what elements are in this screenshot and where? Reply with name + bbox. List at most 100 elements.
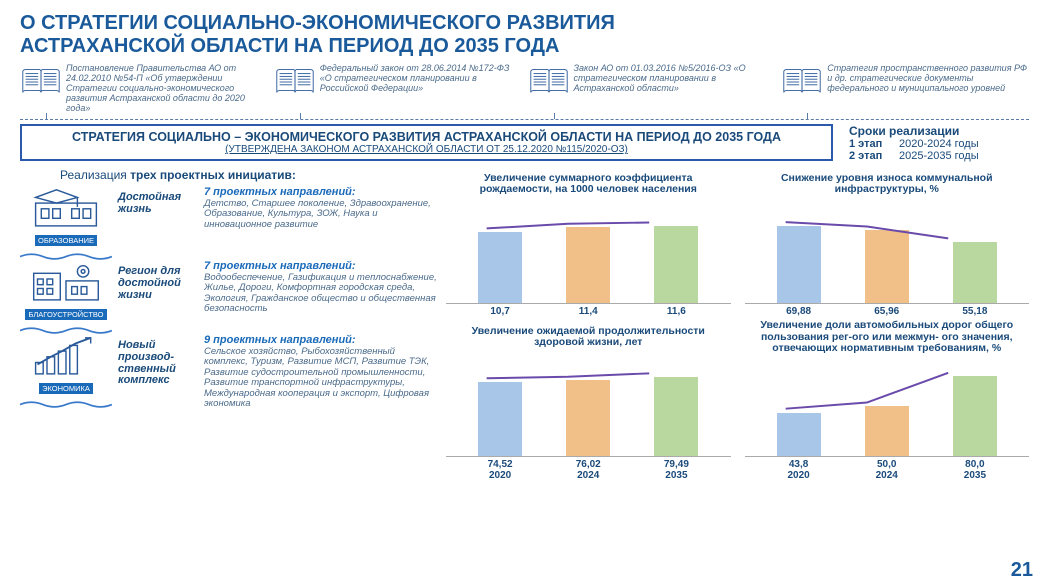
value-label: 11,6 <box>646 306 706 317</box>
initiative-tag: ОБРАЗОВАНИЕ <box>35 235 97 246</box>
chart-title: Снижение уровня износа коммунальной инфр… <box>745 166 1030 202</box>
bar-group <box>857 406 917 456</box>
bar <box>566 380 610 456</box>
charts-grid: Увеличение суммарного коэффициента рожда… <box>446 166 1029 481</box>
book-icon <box>781 64 823 100</box>
bar-group <box>558 380 618 456</box>
bar <box>654 377 698 456</box>
bar <box>777 226 821 304</box>
initiative-tag: БЛАГОУСТРОЙСТВО <box>25 309 106 320</box>
bar-group <box>470 382 530 457</box>
page-title: О СТРАТЕГИИ СОЦИАЛЬНО-ЭКОНОМИЧЕСКОГО РАЗ… <box>20 12 1029 58</box>
bar <box>654 226 698 303</box>
wave-decoration <box>20 248 112 254</box>
book-icon <box>274 64 316 100</box>
value-labels-row: 10,7 11,4 11,6 <box>446 304 731 317</box>
stage-row-1: 2 этап2025-2035 годы <box>849 150 1029 162</box>
initiative-name: Регион для достойной жизни <box>118 260 198 328</box>
doc-text: Закон АО от 01.03.2016 №5/2016-ОЗ «О стр… <box>574 64 776 94</box>
wave-decoration <box>20 396 112 402</box>
initiative-name: Новый производ-ственный комплекс <box>118 334 198 409</box>
initiative-icon <box>28 260 104 304</box>
x-label: 2020 <box>470 470 530 481</box>
value-label: 74,52 <box>470 459 530 470</box>
bar <box>478 232 522 303</box>
value-label: 76,02 <box>558 459 618 470</box>
value-label: 65,96 <box>857 306 917 317</box>
doc-text: Стратегия пространственного развития РФ … <box>827 64 1029 94</box>
wave-decoration <box>20 322 112 328</box>
strategy-banner: СТРАТЕГИЯ СОЦИАЛЬНО – ЭКОНОМИЧЕСКОГО РАЗ… <box>20 124 833 161</box>
initiative-1: БЛАГОУСТРОЙСТВО Регион для достойной жиз… <box>20 260 440 328</box>
bar <box>865 230 909 303</box>
chart-3: Увеличение доли автомобильных дорог обще… <box>745 319 1030 481</box>
value-labels-row: 43,8 50,0 80,0 <box>745 457 1030 470</box>
doc-item-1: Федеральный закон от 28.06.2014 №172-ФЗ … <box>274 64 522 113</box>
value-label: 55,18 <box>945 306 1005 317</box>
x-label: 2035 <box>945 470 1005 481</box>
x-label: 2024 <box>857 470 917 481</box>
value-label: 80,0 <box>945 459 1005 470</box>
page-number: 21 <box>1011 559 1033 582</box>
bar-group <box>558 227 618 303</box>
initiative-desc: 7 проектных направлений:Водообеспечение,… <box>204 260 440 328</box>
chart-title: Увеличение суммарного коэффициента рожда… <box>446 166 731 202</box>
bar-group <box>646 377 706 456</box>
initiative-tag: ЭКОНОМИКА <box>39 383 93 394</box>
initiative-0: ОБРАЗОВАНИЕ Достойная жизнь 7 проектных … <box>20 186 440 254</box>
chart-area <box>446 204 731 304</box>
book-icon <box>20 64 62 100</box>
bar <box>953 242 997 303</box>
value-labels-row: 69,88 65,96 55,18 <box>745 304 1030 317</box>
x-labels-row: 2020 2024 2035 <box>745 470 1030 481</box>
doc-item-3: Стратегия пространственного развития РФ … <box>781 64 1029 113</box>
bar-group <box>769 226 829 304</box>
initiative-icon-block: ЭКОНОМИКА <box>20 334 112 409</box>
book-icon <box>528 64 570 100</box>
chart-title: Увеличение ожидаемой продолжительности з… <box>446 319 731 355</box>
value-label: 10,7 <box>470 306 530 317</box>
initiative-2: ЭКОНОМИКА Новый производ-ственный компле… <box>20 334 440 409</box>
doc-text: Постановление Правительства АО от 24.02.… <box>66 64 268 113</box>
initiative-desc: 9 проектных направлений:Сельское хозяйст… <box>204 334 440 409</box>
doc-item-0: Постановление Правительства АО от 24.02.… <box>20 64 268 113</box>
value-label: 11,4 <box>558 306 618 317</box>
source-documents-row: Постановление Правительства АО от 24.02.… <box>20 64 1029 113</box>
bar <box>566 227 610 303</box>
bar-group <box>945 376 1005 456</box>
initiative-icon <box>28 186 104 230</box>
x-label: 2020 <box>769 470 829 481</box>
bar <box>865 406 909 456</box>
doc-text: Федеральный закон от 28.06.2014 №172-ФЗ … <box>320 64 522 94</box>
bar <box>953 376 997 456</box>
chart-area <box>745 357 1030 457</box>
bar-group <box>470 232 530 303</box>
doc-item-2: Закон АО от 01.03.2016 №5/2016-ОЗ «О стр… <box>528 64 776 113</box>
chart-area <box>745 204 1030 304</box>
connector-line <box>20 119 1029 120</box>
initiative-icon <box>28 334 104 378</box>
x-label: 2024 <box>558 470 618 481</box>
value-label: 69,88 <box>769 306 829 317</box>
initiative-icon-block: БЛАГОУСТРОЙСТВО <box>20 260 112 328</box>
chart-2: Увеличение ожидаемой продолжительности з… <box>446 319 731 481</box>
initiative-name: Достойная жизнь <box>118 186 198 254</box>
bar-group <box>646 226 706 303</box>
value-label: 43,8 <box>769 459 829 470</box>
x-label: 2035 <box>646 470 706 481</box>
bar-group <box>945 242 1005 303</box>
stage-row-0: 1 этап2020-2024 годы <box>849 138 1029 150</box>
chart-1: Снижение уровня износа коммунальной инфр… <box>745 166 1030 317</box>
bar-group <box>769 413 829 457</box>
bar <box>478 382 522 457</box>
value-label: 50,0 <box>857 459 917 470</box>
value-labels-row: 74,52 76,02 79,49 <box>446 457 731 470</box>
bar <box>777 413 821 457</box>
stages-block: Сроки реализации 1 этап2020-2024 годы2 э… <box>849 124 1029 162</box>
initiatives-heading: Реализация трех проектных инициатив: <box>60 168 440 182</box>
initiative-desc: 7 проектных направлений:Детство, Старшее… <box>204 186 440 254</box>
chart-area <box>446 357 731 457</box>
chart-0: Увеличение суммарного коэффициента рожда… <box>446 166 731 317</box>
value-label: 79,49 <box>646 459 706 470</box>
x-labels-row: 2020 2024 2035 <box>446 470 731 481</box>
